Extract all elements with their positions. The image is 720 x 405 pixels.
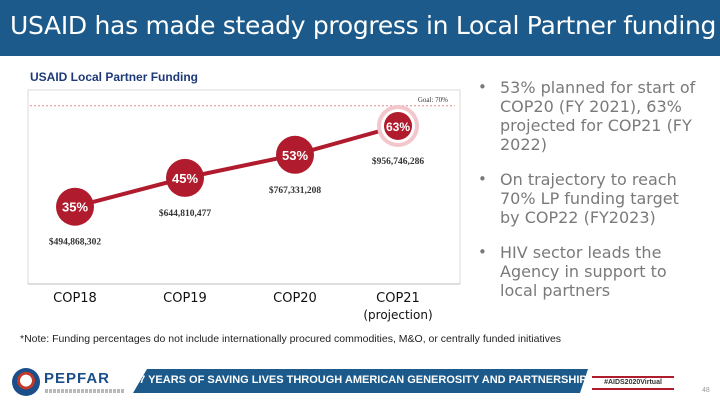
data-point <box>166 158 204 197</box>
x-tick-label: COP18 <box>53 291 97 306</box>
data-point <box>384 111 412 140</box>
amount-label: $767,331,208 <box>269 185 322 196</box>
data-label: 45% <box>172 171 198 186</box>
bullet-item: • 53% planned for start of COP20 (FY 202… <box>476 78 698 154</box>
amount-label: $644,810,477 <box>159 208 212 219</box>
line-chart: Goal: 70% 35% $494,868,302 45% $644,810,477 5… <box>27 89 461 322</box>
hashtag: #AIDS2020Virtual <box>604 379 662 386</box>
bullet-text: HIV sector leads the Agency in support t… <box>500 243 667 300</box>
bullet-list: • 53% planned for start of COP20 (FY 202… <box>476 78 698 316</box>
bullet-dot-icon: • <box>478 243 487 261</box>
goal-label: Goal: 70% <box>418 96 448 104</box>
data-label: 53% <box>282 148 308 163</box>
bullet-text: 53% planned for start of COP20 (FY 2021)… <box>500 78 696 154</box>
hashtag-box: #AIDS2020Virtual <box>592 376 674 390</box>
bullet-dot-icon: • <box>478 78 487 96</box>
page-number: 48 <box>702 387 710 394</box>
x-tick-label: COP21 <box>376 291 420 306</box>
x-tick-label: COP19 <box>163 291 207 306</box>
bullet-text: On trajectory to reach 70% LP funding ta… <box>500 170 679 227</box>
slide-title: USAID has made steady progress in Local … <box>10 11 717 40</box>
bullet-item: • HIV sector leads the Agency in support… <box>476 243 698 300</box>
data-label: 35% <box>62 200 88 215</box>
series-line <box>73 123 400 209</box>
amount-label: $956,746,286 <box>372 156 425 167</box>
x-tick-sublabel: (projection) <box>363 308 432 322</box>
bullet-item: • On trajectory to reach 70% LP funding … <box>476 170 698 227</box>
title-bar: USAID has made steady progress in Local … <box>0 0 720 56</box>
footnote: *Note: Funding percentages do not includ… <box>20 333 562 345</box>
x-tick-label: COP20 <box>273 291 317 306</box>
data-point <box>276 135 314 174</box>
chart-title: USAID Local Partner Funding <box>30 70 199 84</box>
amount-label: $494,868,302 <box>49 237 102 248</box>
footer-banner: 17 YEARS OF SAVING LIVES THROUGH AMERICA… <box>133 369 588 393</box>
pepfar-logo: PEPFAR <box>12 366 125 400</box>
data-point <box>56 187 94 226</box>
logo-subline <box>45 389 125 393</box>
logo-text: PEPFAR <box>44 370 111 387</box>
banner-text: 17 YEARS OF SAVING LIVES THROUGH AMERICA… <box>133 374 595 386</box>
bullet-dot-icon: • <box>478 170 487 188</box>
pepfar-seal-icon <box>12 368 40 396</box>
data-label: 63% <box>386 120 410 134</box>
